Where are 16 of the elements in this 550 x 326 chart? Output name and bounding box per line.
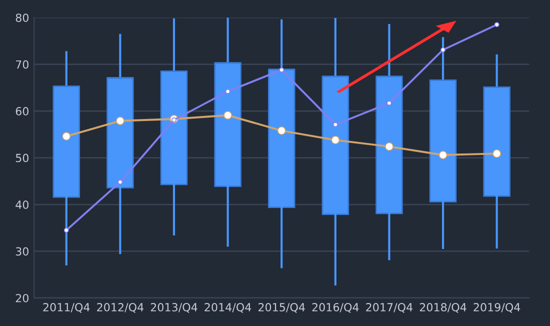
- y-tick-label: 30: [16, 247, 28, 256]
- x-tick-label: 2019/Q4: [474, 303, 520, 313]
- x-tick-label: 2014/Q4: [204, 303, 252, 313]
- x-tick-label: 2017/Q4: [366, 303, 413, 313]
- x-tick-label: 2012/Q4: [97, 303, 144, 313]
- y-tick-label: 60: [16, 107, 28, 116]
- x-tick-label: 2015/Q4: [258, 303, 305, 313]
- y-tick-label: 50: [16, 154, 28, 162]
- x-tick-label: 2018/Q4: [420, 303, 466, 313]
- x-tick-label: 2011/Q4: [43, 303, 90, 313]
- x-tick-label: 2016/Q4: [312, 303, 359, 313]
- x-tick-label: 2013/Q4: [150, 303, 198, 313]
- y-tick-label: 70: [16, 60, 28, 69]
- y-tick-label: 40: [16, 200, 28, 209]
- y-tick-label: 80: [16, 14, 28, 22]
- y-tick-label: 20: [16, 294, 28, 302]
